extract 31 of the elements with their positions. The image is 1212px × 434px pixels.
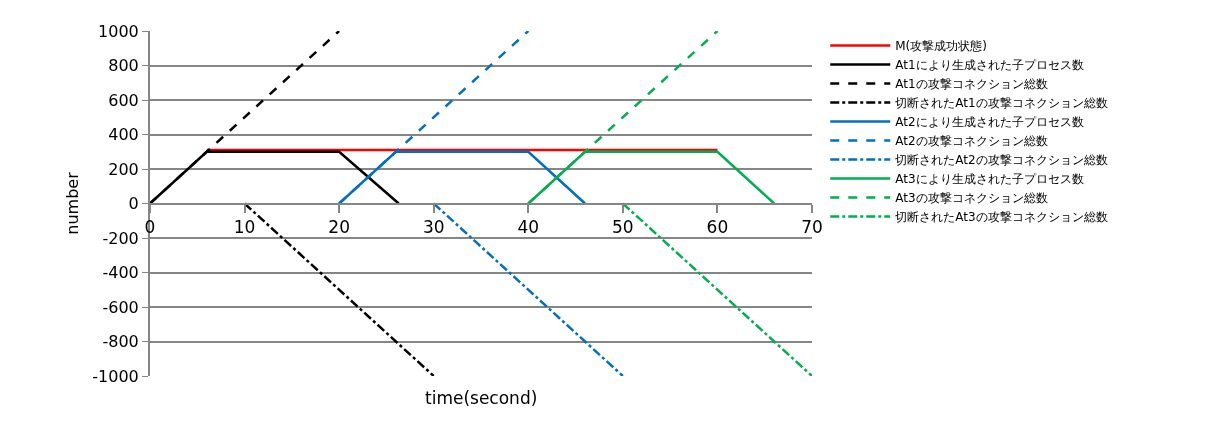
x-tick-label: 30 <box>422 216 445 237</box>
x-tick-label: 70 <box>801 216 823 237</box>
legend-label: At2により生成された子プロセス数 <box>895 115 1084 130</box>
x-axis-title: time(second) <box>425 388 538 408</box>
x-tick-label: 60 <box>706 216 729 237</box>
y-tick-label: -800 <box>102 332 139 352</box>
legend-label: At3により生成された子プロセス数 <box>895 172 1084 187</box>
legend-label: 切断されたAt2の攻撃コネクション総数 <box>895 153 1108 168</box>
x-tick-label: 40 <box>517 216 540 237</box>
y-tick-label: -600 <box>102 297 139 317</box>
x-tick-label: 50 <box>612 216 634 237</box>
legend-label: 切断されたAt3の攻撃コネクション総数 <box>895 210 1108 225</box>
y-tick-label: -1000 <box>92 366 139 386</box>
y-tick-label: -200 <box>102 228 139 248</box>
y-tick-label: 800 <box>108 56 139 76</box>
y-axis-title: number <box>62 171 82 235</box>
legend-label: At1により生成された子プロセス数 <box>895 58 1084 73</box>
y-tick-label: -400 <box>102 263 139 283</box>
legend-label: At2の攻撃コネクション総数 <box>895 134 1048 149</box>
legend-label: At1の攻撃コネクション総数 <box>895 77 1048 92</box>
y-tick-label: 400 <box>108 125 139 145</box>
x-tick-label: 10 <box>233 216 256 237</box>
x-tick-label: 0 <box>144 216 156 237</box>
y-tick-label: 600 <box>108 90 139 110</box>
y-tick-label: 0 <box>128 194 139 214</box>
legend-label: 切断されたAt1の攻撃コネクション総数 <box>895 96 1108 111</box>
y-tick-label: 200 <box>108 159 139 179</box>
y-tick-label: 1000 <box>98 21 139 41</box>
legend-label: M(攻撃成功状態) <box>895 39 987 54</box>
x-tick-label: 20 <box>328 216 350 237</box>
legend-label: At3の攻撃コネクション総数 <box>895 191 1048 206</box>
